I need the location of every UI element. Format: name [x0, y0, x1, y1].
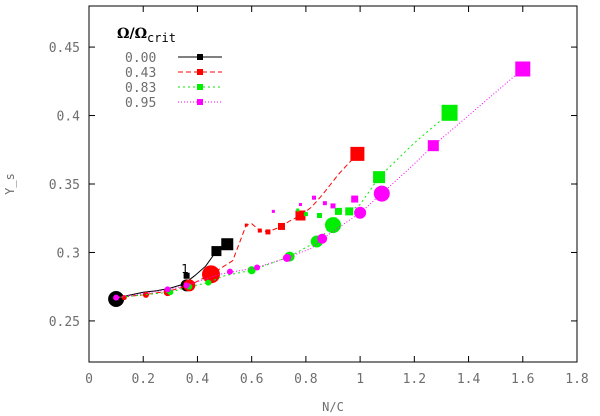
- data-point-circle: [317, 233, 328, 244]
- data-point-circle: [142, 291, 149, 298]
- data-point-circle: [202, 265, 220, 284]
- series-line: [115, 243, 228, 300]
- series-3: [113, 61, 531, 301]
- series-line: [116, 153, 358, 299]
- legend-marker: [197, 99, 203, 105]
- data-point-circle: [183, 282, 190, 289]
- data-point-circle: [164, 286, 171, 293]
- data-point-square: [295, 210, 306, 221]
- x-tick-label: 1.6: [511, 372, 534, 387]
- y-tick-label: 0.25: [49, 315, 80, 330]
- data-point-square: [322, 201, 327, 206]
- data-point-square: [211, 246, 222, 257]
- tick-labels: 0 0.2 0.4 0.6 0.8 1 1.2 1.4 1.6 1.8 0.25 0.3 0.35 0.4…: [49, 41, 589, 387]
- data-point-circle: [254, 264, 261, 271]
- series-layer: [108, 61, 531, 308]
- x-tick-label: 1.4: [457, 372, 481, 387]
- legend: Ω/Ωcrit 0.000.430.830.95: [117, 26, 222, 111]
- data-point-square: [221, 238, 234, 251]
- y-tick-label: 0.45: [49, 41, 80, 56]
- data-point-square: [303, 212, 308, 217]
- data-point-square: [316, 212, 322, 218]
- data-point-circle: [205, 279, 212, 286]
- data-point-square: [441, 104, 458, 121]
- y-tick-label: 0.4: [57, 110, 81, 125]
- data-point-square: [257, 228, 262, 233]
- x-tick-label: 0.6: [240, 372, 263, 387]
- data-point-square: [265, 229, 271, 235]
- x-tick-label: 1.2: [403, 372, 426, 387]
- data-point-square: [330, 203, 336, 209]
- legend-label: 0.00: [125, 51, 156, 66]
- data-point-circle: [325, 217, 341, 234]
- data-point-square: [373, 171, 386, 184]
- x-tick-label: 0: [85, 372, 93, 387]
- y-tick-label: 0.35: [49, 178, 80, 193]
- x-tick-label: 0.8: [294, 372, 317, 387]
- x-tick-label: 1: [356, 372, 364, 387]
- legend-label: 0.95: [125, 96, 156, 111]
- legend-entries: 0.000.430.830.95: [125, 51, 222, 111]
- data-point-square: [296, 208, 300, 212]
- x-tick-label: 0.4: [186, 372, 210, 387]
- y-axis-label: Y_s: [3, 173, 17, 195]
- data-point-square: [345, 207, 354, 216]
- data-point-square: [334, 207, 342, 215]
- series-line: [116, 68, 524, 299]
- annotation-layer: 1: [181, 262, 189, 276]
- data-point-square: [515, 61, 531, 77]
- axis-ticks: [88, 6, 578, 362]
- x-axis-label: N/C: [322, 400, 344, 414]
- series-line: [116, 112, 450, 299]
- data-point-square: [298, 203, 302, 207]
- data-point-square: [351, 195, 359, 203]
- data-point-square: [427, 140, 439, 152]
- data-point-square: [271, 209, 275, 213]
- legend-title: Ω/Ωcrit: [117, 26, 176, 45]
- legend-title-main: Ω/Ω: [117, 26, 147, 42]
- data-point-square: [350, 146, 365, 161]
- data-point-circle: [354, 206, 367, 219]
- data-point-circle: [373, 185, 390, 202]
- x-tick-label: 1.8: [565, 372, 588, 387]
- data-point-square: [183, 272, 190, 279]
- data-point-circle: [113, 294, 120, 301]
- legend-label: 0.43: [125, 66, 156, 81]
- legend-title-sub: crit: [147, 31, 176, 45]
- data-point-circle: [282, 253, 291, 262]
- x-tick-label: 0.2: [131, 372, 154, 387]
- legend-marker: [197, 69, 203, 75]
- legend-marker: [197, 54, 203, 60]
- data-point-square: [244, 223, 248, 227]
- y-axis-label-group: Y_s: [3, 173, 17, 195]
- y-tick-label: 0.3: [57, 246, 80, 261]
- plot-frame: [88, 5, 578, 363]
- legend-marker: [197, 84, 203, 90]
- series-2: [116, 104, 458, 299]
- data-point-circle: [226, 268, 233, 275]
- legend-label: 0.83: [125, 81, 156, 96]
- data-point-circle: [121, 295, 127, 301]
- annotation-label: 1: [181, 262, 189, 276]
- data-point-square: [312, 195, 317, 200]
- data-point-square: [277, 222, 285, 230]
